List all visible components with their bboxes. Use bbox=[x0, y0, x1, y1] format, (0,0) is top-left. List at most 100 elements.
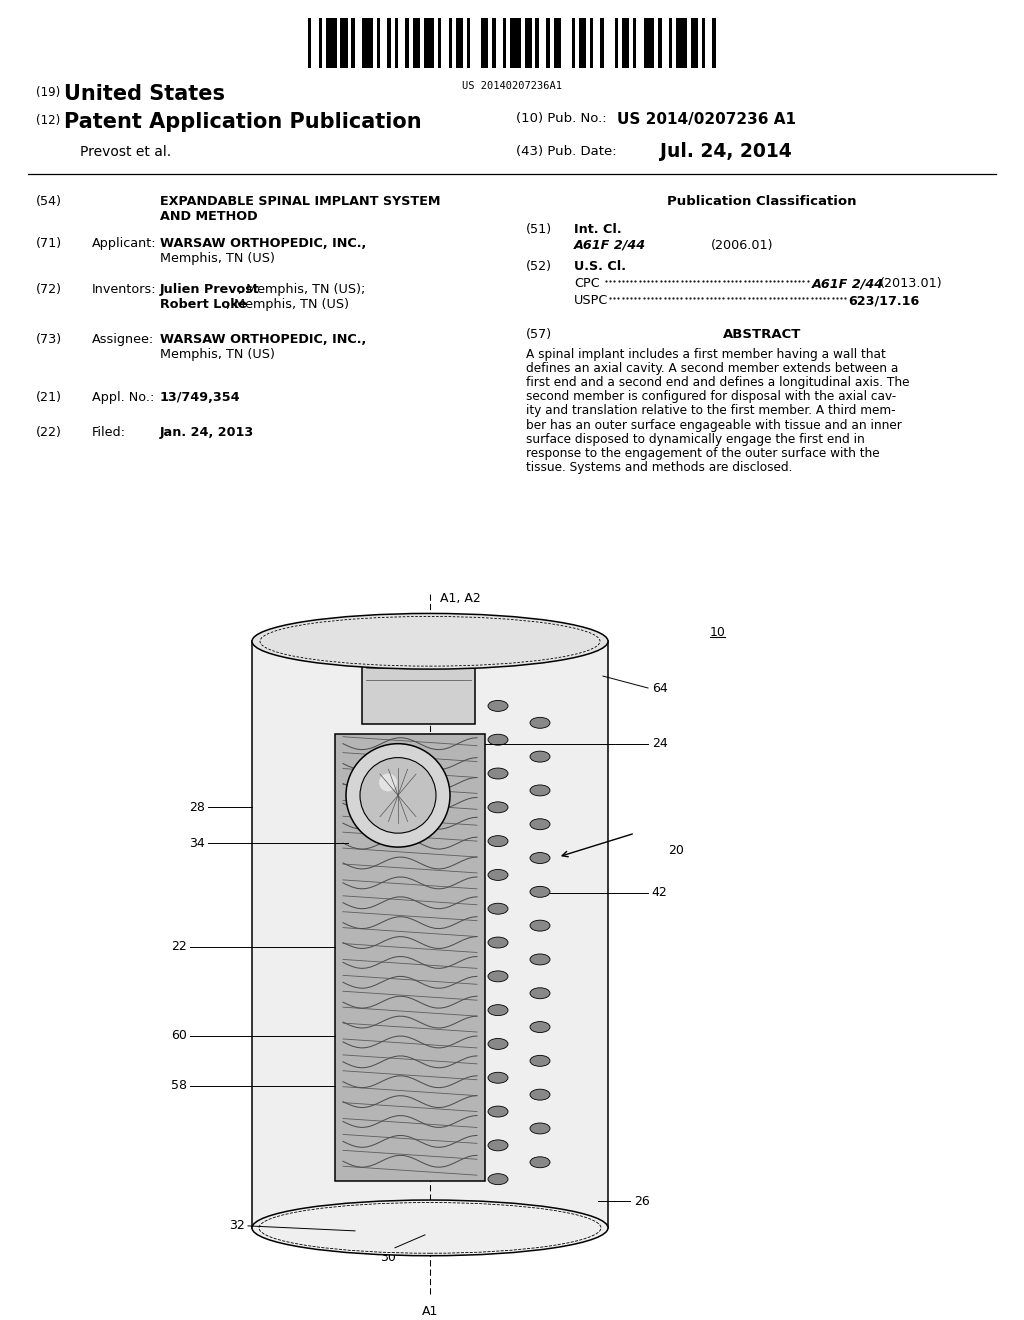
Text: ber has an outer surface engageable with tissue and an inner: ber has an outer surface engageable with… bbox=[526, 418, 902, 432]
Bar bbox=[644, 18, 654, 67]
Text: A spinal implant includes a first member having a wall that: A spinal implant includes a first member… bbox=[526, 348, 886, 360]
Ellipse shape bbox=[530, 1089, 550, 1100]
Text: Publication Classification: Publication Classification bbox=[668, 195, 857, 207]
Bar bbox=[633, 18, 636, 67]
Text: U.S. Cl.: U.S. Cl. bbox=[574, 260, 626, 273]
Text: USPC: USPC bbox=[574, 294, 608, 308]
Bar bbox=[623, 18, 629, 67]
Ellipse shape bbox=[530, 717, 550, 729]
Text: (71): (71) bbox=[36, 236, 62, 249]
Ellipse shape bbox=[530, 920, 550, 931]
Bar bbox=[701, 18, 705, 67]
Text: Robert Loke: Robert Loke bbox=[160, 298, 247, 312]
Bar bbox=[467, 18, 470, 67]
Bar bbox=[579, 18, 586, 67]
Text: first end and a second end and defines a longitudinal axis. The: first end and a second end and defines a… bbox=[526, 376, 909, 389]
Text: CPC: CPC bbox=[574, 277, 600, 290]
Ellipse shape bbox=[530, 1056, 550, 1067]
Text: (73): (73) bbox=[36, 333, 62, 346]
Bar bbox=[341, 18, 347, 67]
Bar bbox=[676, 18, 687, 67]
Text: WARSAW ORTHOPEDIC, INC.,: WARSAW ORTHOPEDIC, INC., bbox=[160, 333, 367, 346]
Text: A1: A1 bbox=[422, 1305, 438, 1319]
Circle shape bbox=[379, 774, 397, 792]
Bar bbox=[335, 734, 485, 1181]
Text: Applicant:: Applicant: bbox=[92, 236, 157, 249]
Bar bbox=[456, 18, 463, 67]
Bar bbox=[536, 18, 539, 67]
Text: (10) Pub. No.:: (10) Pub. No.: bbox=[516, 112, 606, 125]
Bar bbox=[394, 18, 398, 67]
Bar bbox=[713, 18, 716, 67]
Bar bbox=[424, 18, 434, 67]
Text: 20: 20 bbox=[668, 843, 684, 857]
Text: ity and translation relative to the first member. A third mem-: ity and translation relative to the firs… bbox=[526, 404, 896, 417]
Bar bbox=[406, 18, 409, 67]
Text: 623/17.16: 623/17.16 bbox=[848, 294, 920, 308]
Bar bbox=[387, 18, 391, 67]
Bar bbox=[438, 18, 441, 67]
Text: 58: 58 bbox=[171, 1080, 187, 1092]
Ellipse shape bbox=[488, 801, 508, 813]
Text: A1, A2: A1, A2 bbox=[440, 591, 480, 605]
Text: ABSTRACT: ABSTRACT bbox=[723, 329, 801, 341]
Bar bbox=[252, 642, 608, 1228]
Text: 64: 64 bbox=[652, 681, 668, 694]
Circle shape bbox=[360, 758, 436, 833]
Ellipse shape bbox=[488, 836, 508, 846]
Bar bbox=[524, 18, 531, 67]
Ellipse shape bbox=[488, 1072, 508, 1084]
Text: (2006.01): (2006.01) bbox=[711, 239, 773, 252]
Bar bbox=[503, 18, 507, 67]
Text: Appl. No.:: Appl. No.: bbox=[92, 391, 155, 404]
Bar bbox=[362, 18, 373, 67]
Bar bbox=[658, 18, 662, 67]
Text: (21): (21) bbox=[36, 391, 62, 404]
Bar bbox=[546, 18, 550, 67]
Ellipse shape bbox=[530, 785, 550, 796]
Ellipse shape bbox=[252, 614, 608, 669]
Text: (19): (19) bbox=[36, 86, 60, 99]
Bar bbox=[600, 18, 604, 67]
Text: (72): (72) bbox=[36, 284, 62, 297]
Ellipse shape bbox=[488, 1140, 508, 1151]
Text: , Memphis, TN (US): , Memphis, TN (US) bbox=[226, 298, 349, 312]
Bar bbox=[362, 656, 475, 723]
Ellipse shape bbox=[530, 1022, 550, 1032]
Text: Jan. 24, 2013: Jan. 24, 2013 bbox=[160, 425, 254, 438]
Bar bbox=[614, 18, 618, 67]
Text: (51): (51) bbox=[526, 223, 552, 236]
Bar bbox=[493, 18, 496, 67]
Bar bbox=[481, 18, 488, 67]
Ellipse shape bbox=[530, 818, 550, 830]
Ellipse shape bbox=[530, 1123, 550, 1134]
Ellipse shape bbox=[488, 1039, 508, 1049]
Ellipse shape bbox=[530, 1156, 550, 1168]
Bar bbox=[571, 18, 575, 67]
Ellipse shape bbox=[488, 768, 508, 779]
Text: 30: 30 bbox=[380, 1251, 396, 1263]
Bar bbox=[691, 18, 697, 67]
Ellipse shape bbox=[252, 1200, 608, 1255]
Text: second member is configured for disposal with the axial cav-: second member is configured for disposal… bbox=[526, 391, 896, 404]
Text: Filed:: Filed: bbox=[92, 425, 126, 438]
Ellipse shape bbox=[488, 870, 508, 880]
Text: surface disposed to dynamically engage the first end in: surface disposed to dynamically engage t… bbox=[526, 433, 864, 446]
Bar bbox=[326, 18, 337, 67]
Ellipse shape bbox=[488, 1106, 508, 1117]
Text: 22: 22 bbox=[171, 940, 187, 953]
Ellipse shape bbox=[488, 972, 508, 982]
Bar bbox=[318, 18, 323, 67]
Ellipse shape bbox=[530, 954, 550, 965]
Text: A61F 2/44: A61F 2/44 bbox=[574, 239, 646, 252]
Text: tissue. Systems and methods are disclosed.: tissue. Systems and methods are disclose… bbox=[526, 461, 793, 474]
Bar bbox=[351, 18, 354, 67]
Ellipse shape bbox=[488, 734, 508, 746]
Text: (12): (12) bbox=[36, 115, 60, 127]
Ellipse shape bbox=[488, 1173, 508, 1184]
Circle shape bbox=[346, 743, 450, 847]
Text: (43) Pub. Date:: (43) Pub. Date: bbox=[516, 145, 616, 158]
Text: Inventors:: Inventors: bbox=[92, 284, 157, 297]
Text: A61F 2/44: A61F 2/44 bbox=[812, 277, 884, 290]
Text: US 20140207236A1: US 20140207236A1 bbox=[462, 81, 562, 91]
